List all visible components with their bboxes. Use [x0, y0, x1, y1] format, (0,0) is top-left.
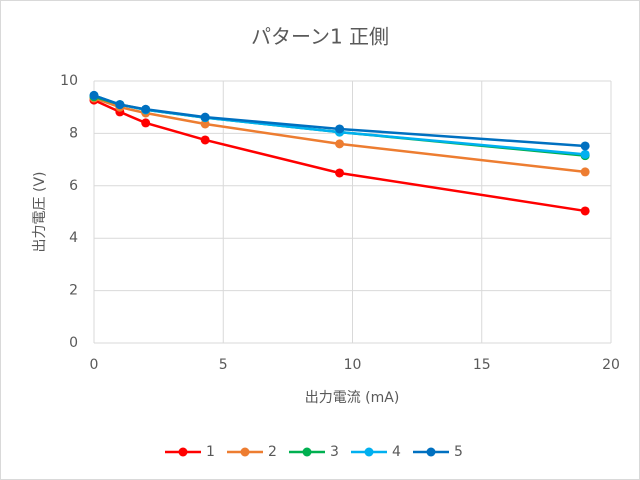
data-point: [580, 206, 590, 216]
data-point: [200, 112, 210, 122]
x-tick-label: 15: [473, 357, 491, 373]
data-point: [580, 167, 590, 177]
chart-title: パターン1 正側: [251, 25, 389, 49]
x-axis-label: 出力電流 (mA): [305, 390, 400, 406]
y-tick-label: 6: [69, 178, 78, 194]
legend-label: 5: [454, 444, 463, 460]
y-axis-label: 出力電圧 (V): [32, 172, 48, 253]
data-point: [580, 141, 590, 151]
legend-marker: [426, 447, 436, 457]
data-point: [141, 118, 151, 128]
y-tick-label: 4: [69, 230, 78, 246]
series-line: [93, 94, 586, 148]
series-line: [93, 98, 586, 213]
legend-label: 2: [268, 444, 277, 460]
x-tick-label: 0: [90, 357, 99, 373]
data-point: [335, 139, 345, 149]
legend-label: 4: [392, 444, 401, 460]
legend-marker: [302, 447, 312, 457]
x-tick-label: 20: [602, 357, 620, 373]
legend-label: 3: [330, 444, 339, 460]
legend-marker: [364, 447, 374, 457]
y-tick-label: 10: [60, 73, 78, 89]
x-tick-label: 5: [219, 357, 228, 373]
legend-label: 1: [206, 444, 215, 460]
data-point: [89, 90, 99, 100]
y-tick-label: 0: [69, 335, 78, 351]
data-point: [200, 119, 210, 129]
legend-marker: [178, 447, 188, 457]
data-point: [580, 149, 590, 159]
x-tick-label: 10: [344, 357, 362, 373]
data-point: [200, 135, 210, 145]
data-point: [335, 124, 345, 134]
data-point: [141, 104, 151, 114]
y-tick-label: 2: [69, 283, 78, 299]
data-point: [335, 168, 345, 178]
data-point: [115, 100, 125, 110]
y-tick-label: 8: [69, 125, 78, 141]
legend-marker: [240, 447, 250, 457]
